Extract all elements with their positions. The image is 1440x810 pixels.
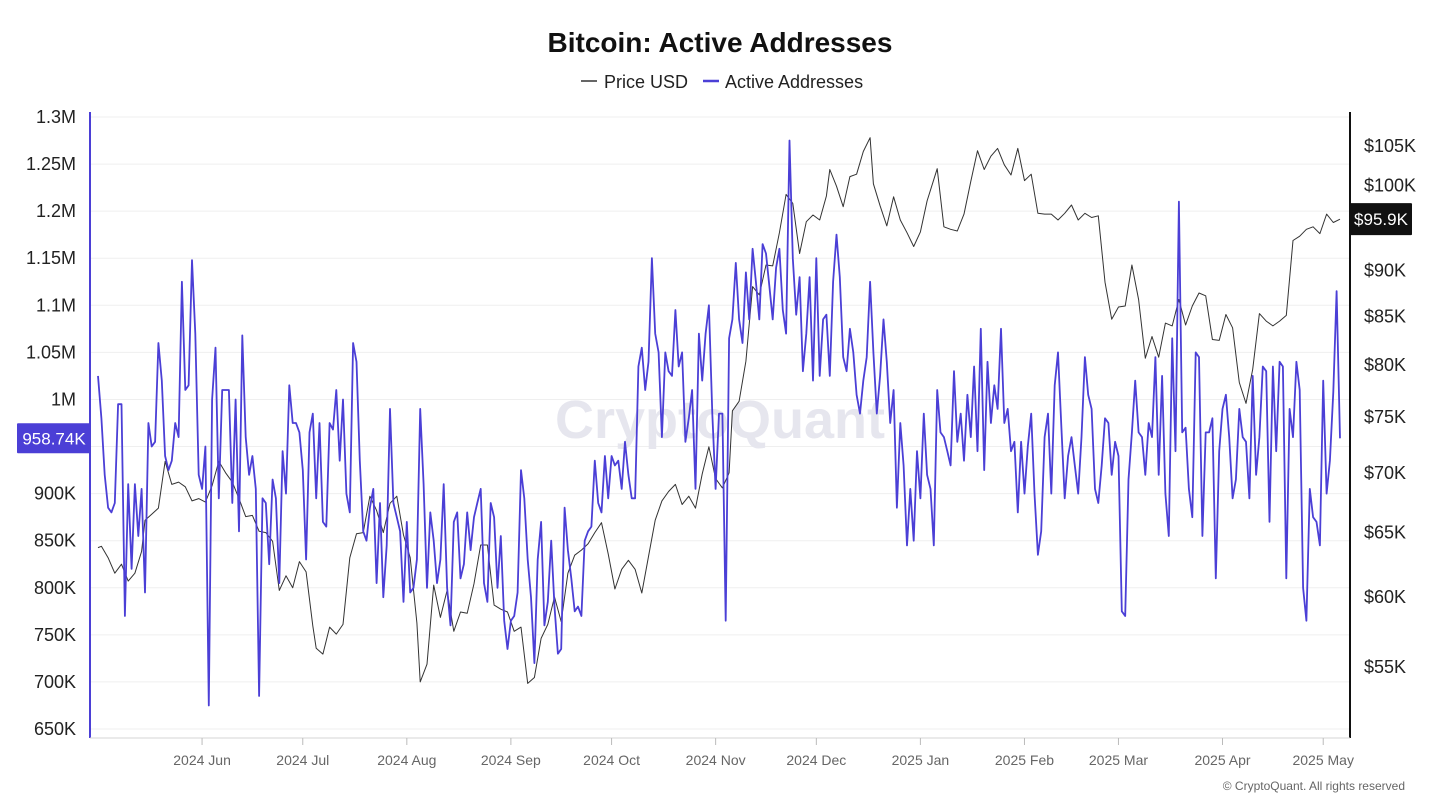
right-tick-label: $85K bbox=[1364, 306, 1406, 326]
x-tick-label: 2024 Oct bbox=[583, 752, 640, 768]
current-active-badge-bg bbox=[17, 423, 90, 454]
left-tick-label: 1M bbox=[51, 389, 76, 409]
x-tick-label: 2025 Mar bbox=[1089, 752, 1148, 768]
current-price-badge-bg bbox=[1350, 203, 1412, 236]
left-tick-label: 850K bbox=[34, 531, 76, 551]
left-tick-label: 900K bbox=[34, 484, 76, 504]
current-active-value: 958.74K bbox=[22, 429, 86, 448]
x-axis-ticks: 2024 Jun 2024 Jul 2024 Aug 2024 Sep 2024 Oct… bbox=[173, 738, 1354, 768]
left-tick-label: 650K bbox=[34, 719, 76, 739]
right-tick-label: $60K bbox=[1364, 587, 1406, 607]
series-line-active-addresses[interactable] bbox=[97, 139, 1341, 707]
legend-item-price[interactable]: Price USD bbox=[581, 72, 688, 92]
right-tick-label: $75K bbox=[1364, 407, 1406, 427]
left-tick-label: 1.1M bbox=[36, 295, 76, 315]
watermark: CryptoQuant bbox=[555, 390, 885, 450]
legend-label-active-addresses: Active Addresses bbox=[725, 72, 863, 92]
x-tick-label: 2024 Jul bbox=[276, 752, 329, 768]
left-tick-label: 800K bbox=[34, 578, 76, 598]
x-tick-label: 2025 Feb bbox=[995, 752, 1054, 768]
current-active-badge: 958.74K bbox=[17, 423, 90, 454]
left-tick-label: 750K bbox=[34, 625, 76, 645]
left-tick-label: 1.2M bbox=[36, 201, 76, 221]
left-tick-label: 700K bbox=[34, 672, 76, 692]
current-price-badge: $95.9K bbox=[1350, 203, 1412, 236]
x-tick-label: 2025 Apr bbox=[1194, 752, 1250, 768]
right-tick-label: $80K bbox=[1364, 355, 1406, 375]
right-tick-label: $55K bbox=[1364, 657, 1406, 677]
left-tick-label: 1.15M bbox=[26, 248, 76, 268]
left-axis-ticks: 650K700K750K800K850K900K950K1M1.05M1.1M1… bbox=[26, 107, 76, 739]
legend-item-active-addresses[interactable]: Active Addresses bbox=[703, 72, 863, 92]
x-tick-label: 2024 Jun bbox=[173, 752, 231, 768]
current-price-value: $95.9K bbox=[1354, 210, 1409, 229]
x-tick-label: 2025 Jan bbox=[892, 752, 950, 768]
right-tick-label: $90K bbox=[1364, 260, 1406, 280]
x-tick-label: 2024 Nov bbox=[686, 752, 746, 768]
gridlines bbox=[90, 116, 1350, 730]
left-tick-label: 1.3M bbox=[36, 107, 76, 127]
right-tick-label: $100K bbox=[1364, 175, 1416, 195]
right-tick-label: $105K bbox=[1364, 136, 1416, 156]
legend: Price USD Active Addresses bbox=[581, 72, 863, 92]
chart-title: Bitcoin: Active Addresses bbox=[548, 27, 893, 58]
legend-label-price: Price USD bbox=[604, 72, 688, 92]
x-tick-label: 2024 Dec bbox=[786, 752, 846, 768]
right-tick-label: $70K bbox=[1364, 463, 1406, 483]
right-axis-ticks: $55K $60K $65K $70K $75K $80K $85K $90K $100K $10… bbox=[1364, 136, 1416, 677]
x-tick-label: 2024 Sep bbox=[481, 752, 541, 768]
copyright-credit: © CryptoQuant. All rights reserved bbox=[1223, 779, 1405, 793]
left-tick-label: 1.05M bbox=[26, 342, 76, 362]
left-tick-label: 1.25M bbox=[26, 154, 76, 174]
x-tick-label: 2025 May bbox=[1292, 752, 1353, 768]
right-tick-label: $65K bbox=[1364, 523, 1406, 543]
x-tick-label: 2024 Aug bbox=[377, 752, 436, 768]
